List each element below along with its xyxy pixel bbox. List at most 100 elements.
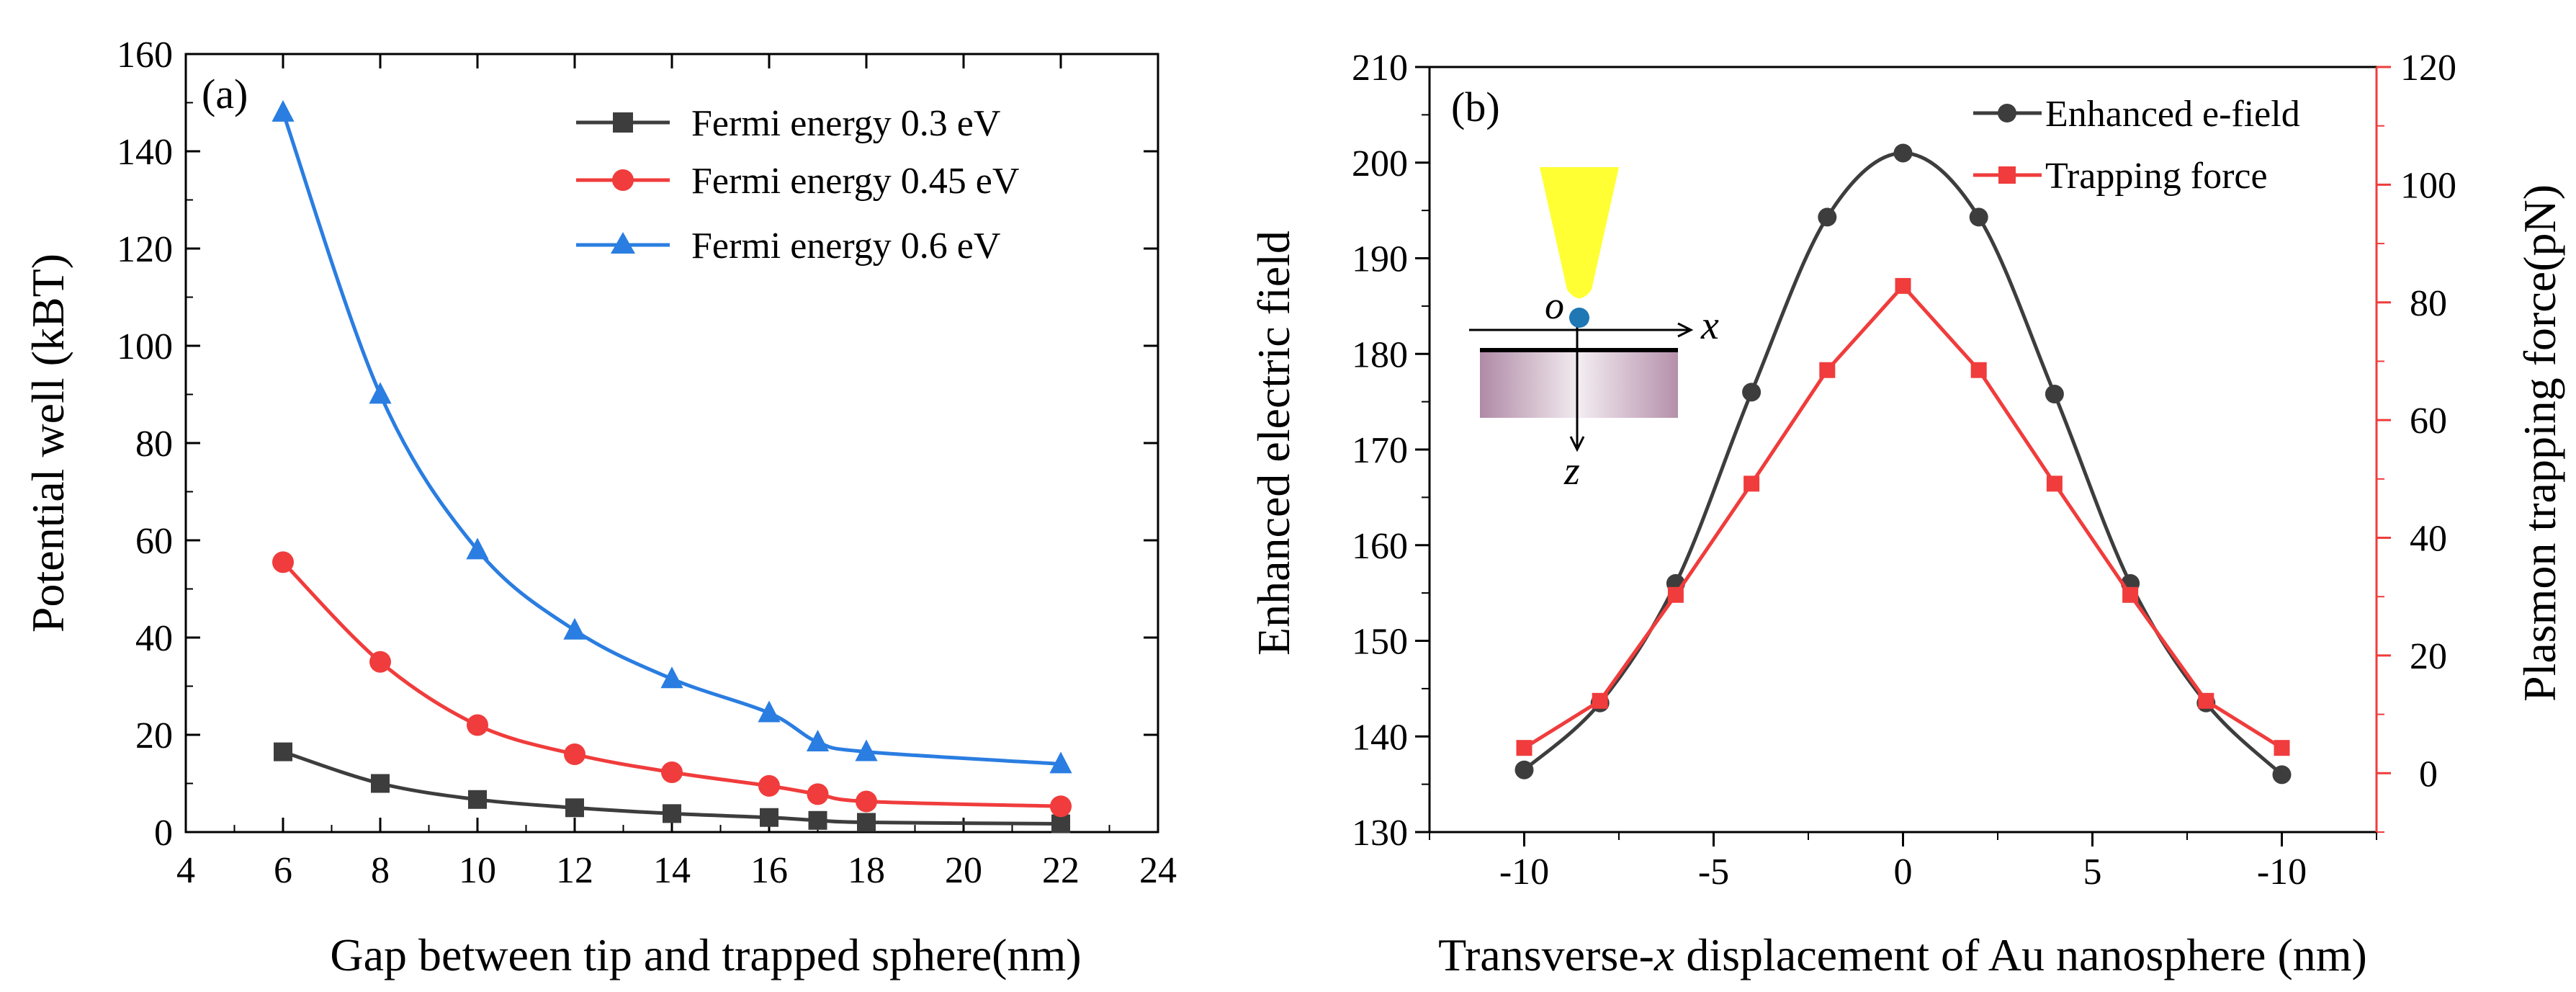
x-tick-label: 12 <box>556 850 593 891</box>
inset-x-label: x <box>1700 303 1719 348</box>
y-tick-label: 100 <box>117 326 173 367</box>
data-point-square <box>760 808 778 827</box>
left-y-tick-label: 210 <box>1352 48 1408 89</box>
x-tick-label: 0 <box>1894 852 1913 893</box>
series-line <box>281 112 1062 766</box>
legend-item-fermi-0-3: Fermi energy 0.3 eV <box>576 103 1000 144</box>
x-tick-label: 24 <box>1139 850 1177 891</box>
data-point-square <box>1051 814 1070 834</box>
data-point-square <box>808 810 827 830</box>
y-tick-label: 40 <box>135 618 173 659</box>
x-tick-label: -10 <box>2257 852 2307 893</box>
panel-a-y-axis-title: Potential well (kBT) <box>22 254 73 633</box>
legend-square-marker <box>1998 166 2016 184</box>
data-point-triangle <box>466 537 489 560</box>
data-point-square <box>371 774 390 793</box>
panel-a-series <box>271 99 1072 834</box>
x-axis-title-variable: x <box>1653 929 1674 980</box>
panel-a-y-tick-labels: 0 20 40 60 80 100 120 140 160 <box>117 35 173 854</box>
legend-label-fermi-0-45: Fermi energy 0.45 eV <box>691 161 1019 202</box>
data-point-triangle <box>369 382 392 404</box>
legend-label-fermi-0-3: Fermi energy 0.3 eV <box>691 103 1000 144</box>
data-point-square <box>2274 740 2290 756</box>
data-point-circle <box>272 551 294 573</box>
panel-b-legend: Enhanced e-field Trapping force <box>1973 94 2300 197</box>
right-y-tick-label: 0 <box>2419 754 2438 795</box>
panel-b-label: (b) <box>1451 84 1500 130</box>
left-y-tick-label: 180 <box>1352 334 1408 375</box>
data-point-square <box>1970 362 1987 378</box>
x-tick-label: 8 <box>371 850 390 891</box>
data-point-square <box>468 790 487 809</box>
data-point-circle <box>564 743 585 765</box>
left-y-tick-label: 150 <box>1352 622 1408 663</box>
data-point-circle <box>2045 385 2064 404</box>
data-point-circle <box>1893 143 1913 163</box>
data-point-circle <box>1818 207 1837 227</box>
data-point-triangle <box>1049 751 1072 774</box>
left-y-tick-label: 130 <box>1352 813 1408 854</box>
data-point-square <box>2198 692 2214 709</box>
inset-z-arrowhead <box>1569 436 1585 452</box>
data-point-square <box>1592 692 1608 709</box>
x-tick-label: 14 <box>653 850 691 891</box>
data-point-circle <box>1514 760 1534 779</box>
inset-origin-label: o <box>1545 284 1564 327</box>
right-y-tick-label: 20 <box>2410 636 2447 677</box>
y-tick-label: 0 <box>154 813 173 854</box>
panel-b-right-tick-labels: 0 20 40 60 80 100 120 <box>2400 48 2456 795</box>
data-point-square <box>2046 475 2063 492</box>
right-y-tick-label: 100 <box>2400 165 2456 206</box>
inset-x-arrowhead <box>1677 322 1694 338</box>
data-point-triangle <box>660 666 683 689</box>
x-axis-title-prefix: Transverse- <box>1438 929 1654 980</box>
data-point-square <box>663 804 681 823</box>
x-tick-label: 4 <box>176 850 195 891</box>
data-point-triangle <box>271 99 295 122</box>
y-tick-label: 120 <box>117 229 173 270</box>
data-point-circle <box>467 714 488 736</box>
data-point-square <box>1667 586 1684 603</box>
right-y-tick-label: 40 <box>2410 519 2447 560</box>
legend-item-fermi-0-6: Fermi energy 0.6 eV <box>576 225 1000 267</box>
legend-item-enhanced-efield: Enhanced e-field <box>1973 94 2300 135</box>
legend-circle-marker <box>612 169 634 191</box>
panel-a-x-axis-title: Gap between tip and trapped sphere(nm) <box>330 929 1081 980</box>
x-tick-label: 16 <box>750 850 788 891</box>
data-point-square <box>1819 362 1836 378</box>
legend-item-trapping-force: Trapping force <box>1973 156 2268 197</box>
data-point-square <box>274 742 292 761</box>
legend-label-trapping-force: Trapping force <box>2045 156 2268 197</box>
data-point-circle <box>661 761 683 783</box>
data-point-circle <box>1742 383 1762 402</box>
data-point-square <box>1895 277 1911 294</box>
data-point-circle <box>856 790 877 813</box>
right-y-tick-label: 120 <box>2400 48 2456 89</box>
x-tick-label: -10 <box>1499 852 1549 893</box>
data-point-triangle <box>855 739 878 761</box>
legend-label-fermi-0-6: Fermi energy 0.6 eV <box>691 225 1000 267</box>
legend-label-enhanced-efield: Enhanced e-field <box>2045 94 2300 135</box>
series-line <box>1522 151 2284 777</box>
data-point-circle <box>369 651 391 673</box>
data-point-square <box>857 813 876 832</box>
x-tick-label: -5 <box>1698 852 1729 893</box>
data-point-circle <box>2272 765 2292 785</box>
left-y-tick-label: 140 <box>1352 717 1408 758</box>
y-tick-label: 160 <box>117 35 173 76</box>
panel-b-x-tick-labels: -10 -5 0 5 -10 <box>1499 852 2307 893</box>
y-tick-label: 60 <box>135 521 173 562</box>
inset-substrate <box>1480 349 1678 418</box>
x-tick-label: 6 <box>274 850 292 891</box>
x-tick-label: 10 <box>459 850 496 891</box>
legend-triangle-marker <box>611 232 635 254</box>
right-y-tick-label: 80 <box>2410 283 2447 324</box>
inset-particle <box>1569 308 1589 328</box>
left-y-tick-label: 170 <box>1352 430 1408 471</box>
data-point-triangle <box>563 617 586 640</box>
data-point-circle <box>807 783 829 805</box>
panel-a-label: (a) <box>202 71 248 117</box>
x-axis-title-suffix: displacement of Au nanosphere (nm) <box>1674 929 2367 980</box>
